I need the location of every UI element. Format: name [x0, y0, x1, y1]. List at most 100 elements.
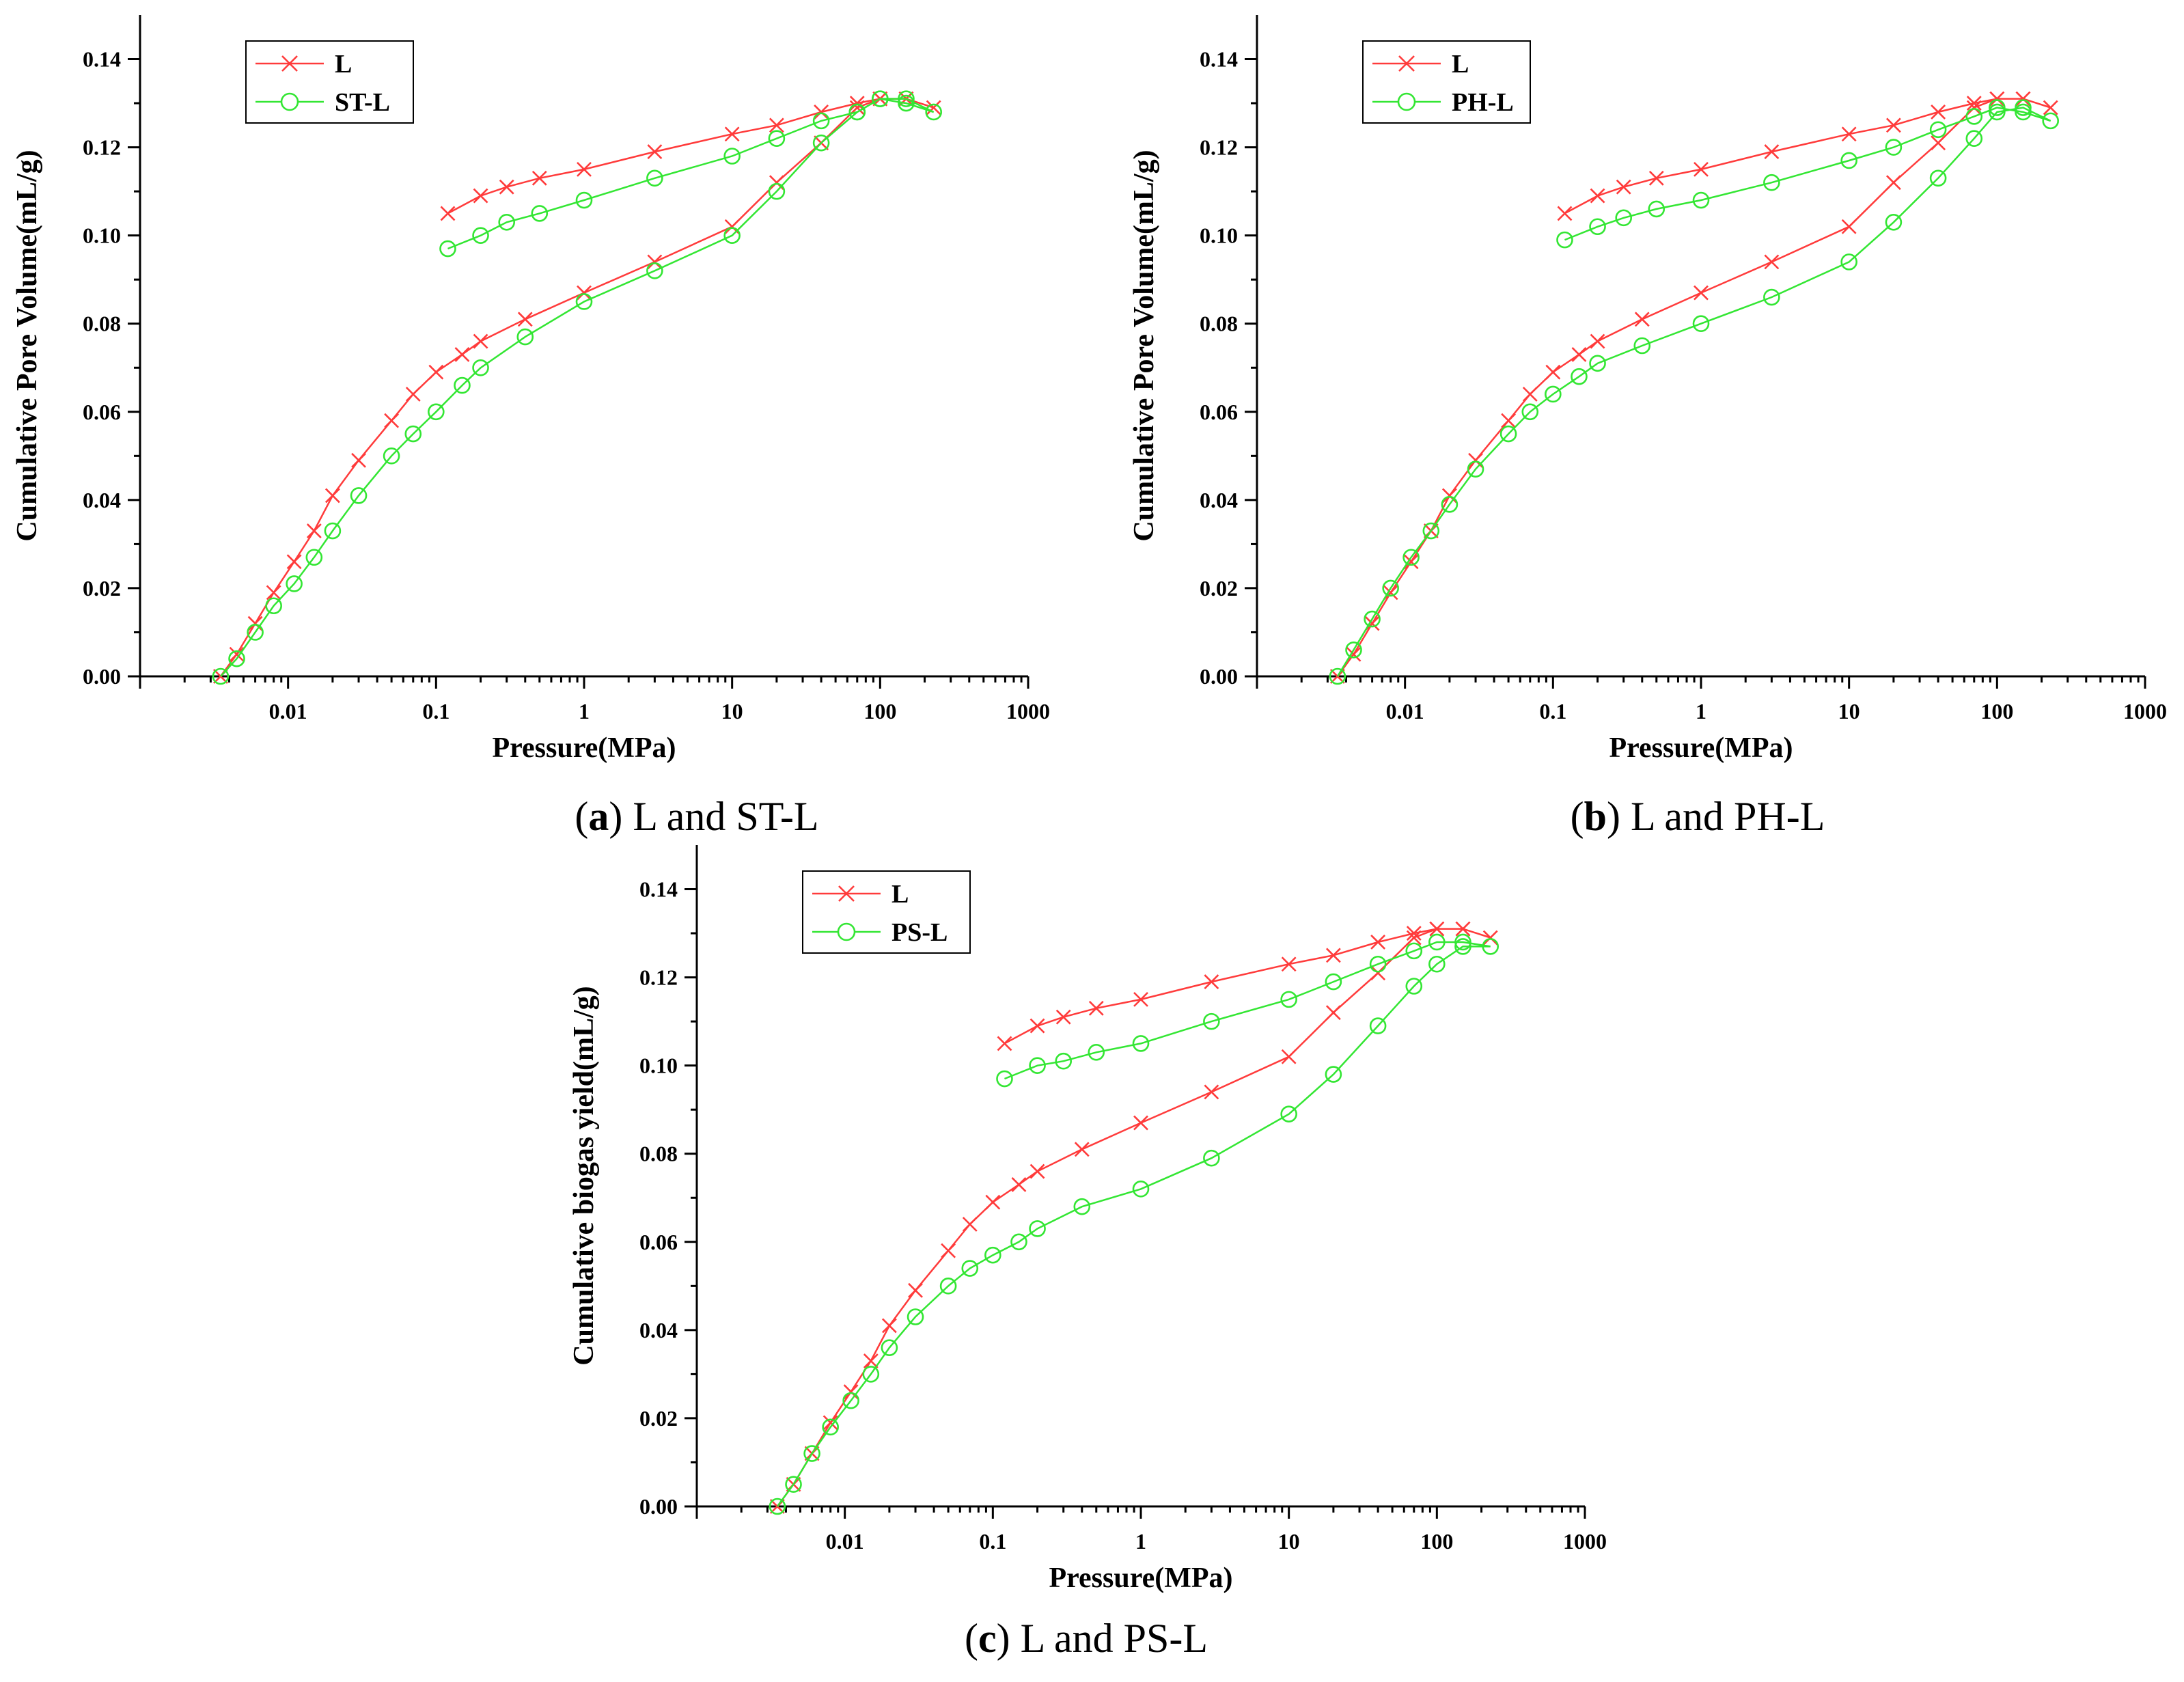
y-tick-label: 0.12: [1200, 135, 1238, 160]
data-point: [1133, 1115, 1148, 1131]
legend-marker-L: [838, 885, 855, 902]
data-point: [266, 585, 281, 601]
data-point: [1763, 288, 1780, 306]
data-point: [1325, 1005, 1341, 1021]
y-tick-label: 0.08: [1200, 312, 1238, 336]
data-point: [768, 130, 786, 147]
data-point: [862, 1366, 880, 1383]
data-point: [454, 346, 470, 362]
data-point: [1132, 1035, 1150, 1052]
data-point: [925, 103, 943, 121]
x-tick-label: 0.01: [826, 1529, 864, 1554]
data-point: [1763, 174, 1780, 191]
data-point: [785, 1476, 802, 1493]
panel-caption: (b) L and PH-L: [1571, 794, 1825, 839]
data-point: [814, 105, 829, 120]
y-tick-label: 0.02: [83, 576, 121, 601]
data-point: [1428, 955, 1446, 973]
series-L: [769, 921, 1498, 1514]
data-point: [351, 452, 366, 468]
data-point: [1694, 285, 1709, 301]
data-point: [286, 554, 302, 570]
y-tick-label: 0.04: [1200, 488, 1238, 512]
data-point: [1590, 188, 1605, 204]
y-tick-label: 0.04: [639, 1318, 678, 1342]
x-axis-label: Pressure(MPa): [1049, 1562, 1232, 1594]
x-axis-label: Pressure(MPa): [492, 732, 676, 764]
y-tick-label: 0.14: [83, 47, 121, 72]
y-tick-label: 0.02: [1200, 576, 1238, 601]
y-tick-label: 0.10: [83, 223, 121, 248]
data-point: [498, 214, 516, 231]
data-point: [1931, 135, 1946, 151]
data-point: [1010, 1233, 1027, 1251]
data-point: [1499, 425, 1517, 443]
data-point: [1482, 930, 1498, 946]
data-point: [1441, 488, 1457, 504]
x-axis-label: Pressure(MPa): [1609, 732, 1793, 764]
data-point: [1545, 385, 1562, 403]
data-point: [1405, 978, 1423, 995]
y-tick-label: 0.02: [639, 1406, 678, 1431]
data-point: [2043, 100, 2058, 115]
data-point: [1454, 933, 1471, 951]
data-point: [1280, 1105, 1297, 1122]
data-point: [1885, 118, 1901, 133]
legend-marker-L: [1398, 55, 1415, 72]
data-point: [863, 1353, 879, 1368]
data-point: [1648, 170, 1664, 186]
data-point: [1571, 368, 1588, 385]
y-axis-label: Cumulative Pore Volume(mL/g): [1129, 150, 1160, 541]
data-point: [1571, 346, 1587, 362]
data-point: [384, 413, 400, 428]
data-point: [247, 624, 264, 641]
legend-box: [1362, 40, 1531, 124]
data-point: [473, 188, 488, 204]
x-tick-label: 1: [1696, 699, 1706, 723]
data-point: [646, 169, 663, 187]
data-point: [517, 312, 533, 327]
data-point: [1989, 103, 2006, 121]
data-point: [1589, 355, 1606, 372]
data-point: [1029, 1057, 1046, 1074]
data-point: [1616, 179, 1631, 195]
data-point: [898, 94, 915, 112]
legend: L PH-L: [1362, 40, 1531, 124]
data-point: [473, 333, 488, 349]
y-tick-label: 0.14: [639, 877, 678, 902]
data-point: [1989, 99, 2006, 116]
data-point: [803, 1445, 820, 1462]
data-point: [1840, 152, 1857, 169]
series-L: [1329, 91, 2058, 684]
data-point: [849, 96, 865, 111]
data-point: [1454, 938, 1471, 955]
y-tick-label: 0.06: [83, 400, 121, 424]
data-point: [1088, 1044, 1105, 1061]
data-point: [822, 1418, 839, 1436]
chart-c: 0.01 0.1 1 10 100 1000 0.00 0.02 0.04 0.06 0.08 0.1…: [568, 845, 1607, 1661]
y-tick-label: 0.08: [639, 1142, 678, 1166]
data-point: [812, 134, 830, 152]
data-point: [1634, 312, 1650, 327]
x-tick-label: 1000: [1006, 699, 1050, 723]
data-point: [1467, 460, 1484, 478]
data-point: [1965, 130, 1983, 147]
data-point: [1545, 364, 1561, 380]
legend-label-L: L: [1452, 50, 1469, 79]
legend: L PS-L: [802, 870, 971, 954]
data-point: [1281, 1049, 1297, 1064]
data-point: [1557, 206, 1573, 221]
data-point: [1029, 1018, 1045, 1034]
data-point: [1522, 387, 1538, 402]
data-point: [2015, 99, 2032, 116]
data-point: [516, 328, 534, 346]
data-point: [212, 667, 230, 685]
series-PS-L: [769, 933, 1499, 1515]
y-tick-label: 0.00: [1200, 664, 1238, 689]
data-point: [305, 549, 323, 566]
data-point: [350, 487, 368, 504]
legend-label-ST-L: ST-L: [335, 88, 390, 117]
y-tick-label: 0.06: [1200, 400, 1238, 424]
y-tick-label: 0.00: [83, 664, 121, 689]
